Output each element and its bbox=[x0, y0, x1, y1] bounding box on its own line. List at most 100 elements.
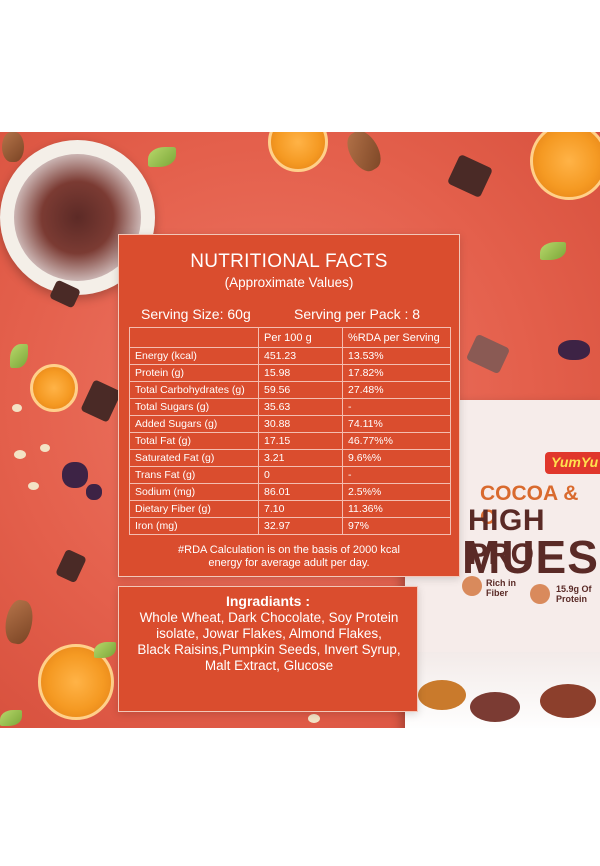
nutrient-name: Sodium (mg) bbox=[129, 483, 259, 501]
almond-image bbox=[2, 598, 36, 646]
table-row: Added Sugars (g) 30.88 74.11% bbox=[129, 415, 451, 433]
raisin-image bbox=[558, 340, 590, 360]
nutrient-name: Added Sugars (g) bbox=[129, 415, 259, 433]
orange-slice-image bbox=[530, 132, 600, 200]
table-row: Total Carbohydrates (g) 59.56 27.48% bbox=[129, 381, 451, 399]
orange-slice-image bbox=[30, 364, 78, 412]
orange-slice-image bbox=[268, 132, 328, 172]
nutrient-name: Saturated Fat (g) bbox=[129, 449, 259, 467]
package-product-text: MUES bbox=[462, 531, 599, 583]
muesli-bowl-image bbox=[0, 140, 155, 295]
ingredients-list: Whole Wheat, Dark Chocolate, Soy Protein… bbox=[137, 610, 401, 674]
cereal-flake-image bbox=[540, 684, 596, 718]
pumpkin-seed-image bbox=[10, 344, 28, 368]
nutrient-name: Dietary Fiber (g) bbox=[129, 500, 259, 518]
ingredients-line: Black Raisins,Pumpkin Seeds, Invert Syru… bbox=[137, 642, 401, 657]
oat-flake-image bbox=[40, 444, 50, 452]
rda-note-line2: energy for average adult per day. bbox=[208, 557, 370, 569]
table-row: Sodium (mg) 86.01 2.5%% bbox=[129, 483, 451, 501]
nutrient-name: Energy (kcal) bbox=[129, 347, 259, 365]
rda-value: - bbox=[342, 398, 451, 416]
brand-logo: YumYu bbox=[545, 452, 600, 474]
rda-note-line1: #RDA Calculation is on the basis of 2000… bbox=[178, 544, 400, 556]
raisin-image bbox=[62, 462, 88, 488]
oat-flake-image bbox=[28, 482, 39, 490]
nutrient-name: Iron (mg) bbox=[129, 517, 259, 535]
per-100g-value: 15.98 bbox=[258, 364, 343, 382]
chocolate-piece-image bbox=[55, 548, 87, 584]
table-row: Total Fat (g) 17.15 46.77%% bbox=[129, 432, 451, 450]
cereal-flake-image bbox=[418, 680, 466, 710]
per-100g-value: 0 bbox=[258, 466, 343, 484]
column-header bbox=[129, 327, 259, 348]
chocolate-piece-image bbox=[446, 153, 494, 199]
per-100g-value: 30.88 bbox=[258, 415, 343, 433]
rda-value: - bbox=[342, 466, 451, 484]
almond-image bbox=[341, 132, 387, 177]
nutrient-name: Total Fat (g) bbox=[129, 432, 259, 450]
cereal-flake-image bbox=[470, 692, 520, 722]
rda-value: 17.82% bbox=[342, 364, 451, 382]
raisin-image bbox=[86, 484, 102, 500]
ingredients-line: isolate, Jowar Flakes, Almond Flakes, bbox=[156, 626, 382, 641]
table-row: Energy (kcal) 451.23 13.53% bbox=[129, 347, 451, 365]
ingredients-line: Malt Extract, Glucose bbox=[204, 658, 334, 673]
rda-value: 97% bbox=[342, 517, 451, 535]
table-row: Total Sugars (g) 35.63- bbox=[129, 398, 451, 416]
fiber-icon bbox=[462, 576, 482, 596]
per-100g-value: 7.10 bbox=[258, 500, 343, 518]
nutrient-name: Trans Fat (g) bbox=[129, 466, 259, 484]
nutrition-facts-panel: NUTRITIONAL FACTS (Approximate Values) S… bbox=[118, 234, 460, 577]
oat-flake-image bbox=[308, 714, 320, 723]
package-title-text: HIGH PRO bbox=[468, 504, 545, 571]
per-100g-value: 3.21 bbox=[258, 449, 343, 467]
pumpkin-seed-image bbox=[0, 710, 22, 726]
rda-value: 9.6%% bbox=[342, 449, 451, 467]
feature-fiber-line1: Rich in bbox=[486, 578, 517, 588]
chocolate-piece-image bbox=[80, 379, 122, 423]
per-100g-value: 59.56 bbox=[258, 381, 343, 399]
nutrition-table: Per 100 g %RDA per Serving Energy (kcal)… bbox=[129, 327, 451, 535]
per-100g-value: 35.63 bbox=[258, 398, 343, 416]
feature-protein: 15.9g Of Protein bbox=[556, 584, 592, 604]
pumpkin-seed-image bbox=[94, 642, 116, 658]
feature-fiber-line2: Fiber bbox=[486, 588, 509, 598]
rda-value: 46.77%% bbox=[342, 432, 451, 450]
rda-note: #RDA Calculation is on the basis of 2000… bbox=[119, 544, 459, 570]
per-100g-value: 86.01 bbox=[258, 483, 343, 501]
table-row: Trans Fat (g) 0- bbox=[129, 466, 451, 484]
rda-value: 13.53% bbox=[342, 347, 451, 365]
per-100g-value: 451.23 bbox=[258, 347, 343, 365]
table-row: Dietary Fiber (g) 7.10 11.36% bbox=[129, 500, 451, 518]
facts-title: NUTRITIONAL FACTS bbox=[190, 251, 388, 272]
pumpkin-seed-image bbox=[540, 242, 566, 260]
table-row: Saturated Fat (g) 3.21 9.6%% bbox=[129, 449, 451, 467]
rda-value: 74.11% bbox=[342, 415, 451, 433]
rda-value: 2.5%% bbox=[342, 483, 451, 501]
chocolate-piece-image bbox=[465, 333, 511, 375]
table-header-row: Per 100 g %RDA per Serving bbox=[129, 327, 451, 348]
product-banner: YumYu COCOA & O HIGH PRO MUES Rich in Fi… bbox=[0, 132, 600, 728]
table-row: Iron (mg) 32.97 97% bbox=[129, 517, 451, 535]
feature-fiber: Rich in Fiber bbox=[486, 578, 516, 598]
per-100g-value: 32.97 bbox=[258, 517, 343, 535]
feature-protein-line1: 15.9g Of bbox=[556, 584, 592, 594]
protein-icon bbox=[530, 584, 550, 604]
oat-flake-image bbox=[14, 450, 26, 459]
facts-subtitle: (Approximate Values) bbox=[224, 275, 354, 290]
almond-image bbox=[2, 132, 24, 162]
column-header: %RDA per Serving bbox=[342, 327, 451, 348]
rda-value: 11.36% bbox=[342, 500, 451, 518]
package-flavor-text: COCOA & O bbox=[480, 482, 579, 529]
ingredients-panel: Ingradiants : Whole Wheat, Dark Chocolat… bbox=[118, 586, 418, 712]
rda-value: 27.48% bbox=[342, 381, 451, 399]
oat-flake-image bbox=[12, 404, 22, 412]
ingredients-title: Ingradiants : bbox=[225, 593, 310, 609]
nutrient-name: Total Sugars (g) bbox=[129, 398, 259, 416]
nutrient-name: Total Carbohydrates (g) bbox=[129, 381, 259, 399]
table-row: Protein (g) 15.98 17.82% bbox=[129, 364, 451, 382]
feature-protein-line2: Protein bbox=[556, 594, 588, 604]
pumpkin-seed-image bbox=[148, 147, 176, 167]
serving-size: Serving Size: 60g bbox=[141, 306, 251, 322]
